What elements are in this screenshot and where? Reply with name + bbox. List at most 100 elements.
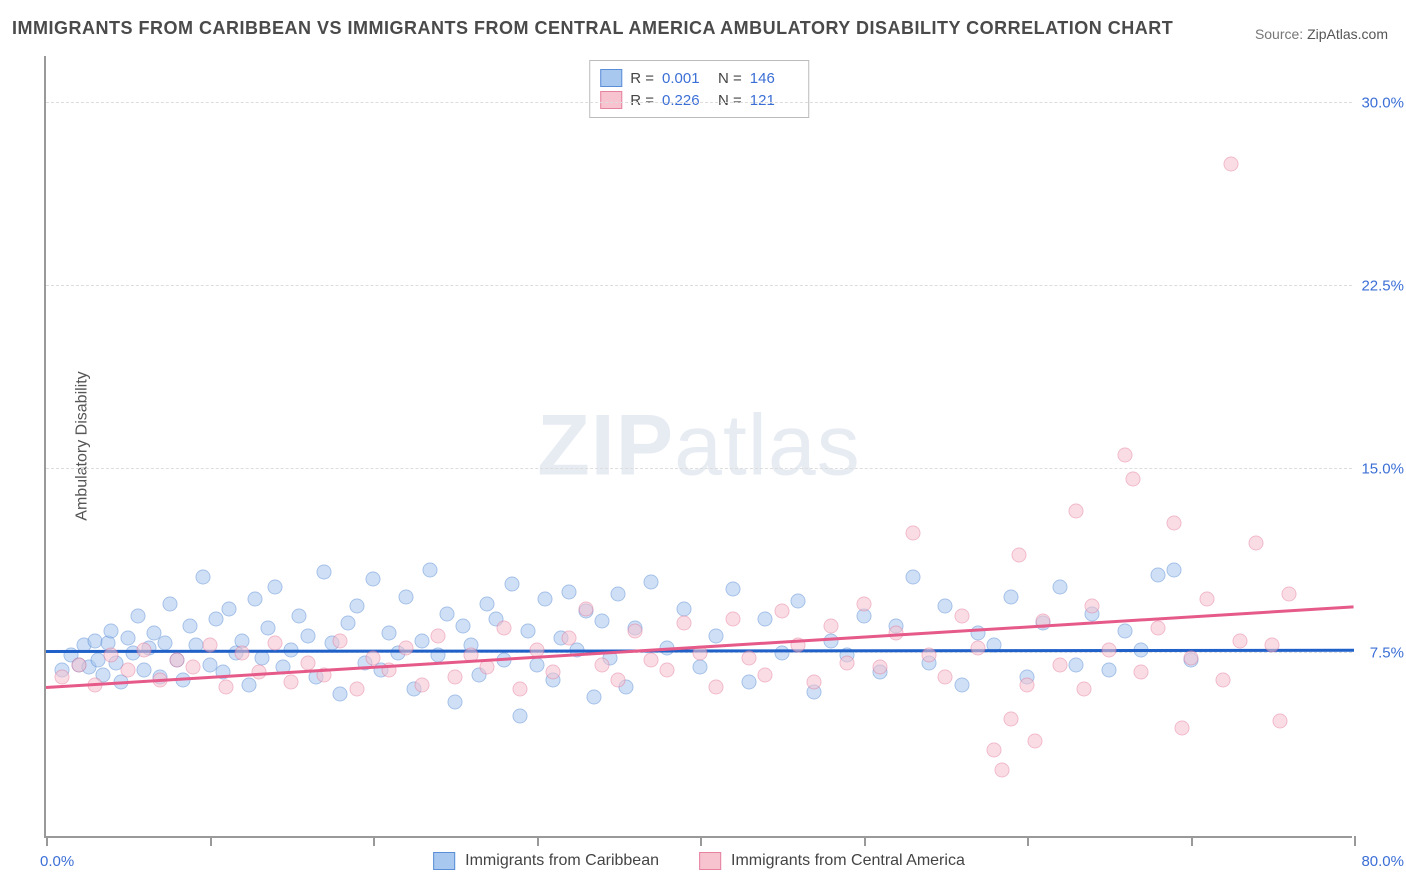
- data-point: [709, 679, 724, 694]
- data-point: [954, 609, 969, 624]
- data-point: [660, 662, 675, 677]
- data-point: [1028, 733, 1043, 748]
- data-point: [791, 594, 806, 609]
- x-tick: [210, 836, 212, 846]
- source-value: ZipAtlas.com: [1307, 26, 1388, 42]
- data-point: [578, 601, 593, 616]
- data-point: [1216, 672, 1231, 687]
- chart-container: IMMIGRANTS FROM CARIBBEAN VS IMMIGRANTS …: [0, 0, 1406, 892]
- data-point: [938, 599, 953, 614]
- data-point: [709, 628, 724, 643]
- data-point: [586, 689, 601, 704]
- data-point: [840, 655, 855, 670]
- data-point: [55, 670, 70, 685]
- data-point: [1281, 587, 1296, 602]
- data-point: [1273, 714, 1288, 729]
- data-point: [1003, 589, 1018, 604]
- data-point: [954, 677, 969, 692]
- data-point: [1224, 156, 1239, 171]
- data-point: [71, 657, 86, 672]
- data-point: [439, 606, 454, 621]
- legend-item: Immigrants from Caribbean: [433, 852, 659, 870]
- data-point: [431, 628, 446, 643]
- x-axis-min-label: 0.0%: [40, 853, 74, 870]
- source-label: Source:: [1255, 26, 1303, 42]
- data-point: [455, 618, 470, 633]
- data-point: [905, 569, 920, 584]
- data-point: [104, 648, 119, 663]
- data-point: [905, 525, 920, 540]
- data-point: [562, 584, 577, 599]
- x-tick: [373, 836, 375, 846]
- data-point: [169, 653, 184, 668]
- data-point: [423, 562, 438, 577]
- y-tick-label: 22.5%: [1361, 278, 1404, 295]
- data-point: [349, 682, 364, 697]
- swatch-icon: [600, 69, 622, 87]
- data-point: [316, 565, 331, 580]
- swatch-icon: [600, 91, 622, 109]
- legend-item: Immigrants from Central America: [699, 852, 965, 870]
- data-point: [218, 679, 233, 694]
- data-point: [643, 653, 658, 668]
- data-point: [921, 648, 936, 663]
- data-point: [758, 667, 773, 682]
- data-point: [241, 677, 256, 692]
- data-point: [758, 611, 773, 626]
- data-point: [366, 572, 381, 587]
- data-point: [725, 611, 740, 626]
- x-tick: [1354, 836, 1356, 846]
- data-point: [676, 616, 691, 631]
- data-point: [987, 743, 1002, 758]
- data-point: [774, 645, 789, 660]
- x-tick: [1191, 836, 1193, 846]
- data-point: [856, 596, 871, 611]
- data-point: [938, 670, 953, 685]
- data-point: [1003, 711, 1018, 726]
- swatch-icon: [433, 852, 455, 870]
- data-point: [1150, 621, 1165, 636]
- data-point: [627, 623, 642, 638]
- chart-title: IMMIGRANTS FROM CARIBBEAN VS IMMIGRANTS …: [12, 18, 1173, 39]
- data-point: [222, 601, 237, 616]
- y-tick-label: 30.0%: [1361, 94, 1404, 111]
- data-point: [537, 591, 552, 606]
- data-point: [1020, 677, 1035, 692]
- data-point: [480, 660, 495, 675]
- data-point: [995, 763, 1010, 778]
- data-point: [1167, 562, 1182, 577]
- data-point: [120, 631, 135, 646]
- data-point: [1134, 665, 1149, 680]
- data-point: [1232, 633, 1247, 648]
- data-point: [1069, 503, 1084, 518]
- source-attribution: Source: ZipAtlas.com: [1255, 26, 1388, 42]
- data-point: [1101, 643, 1116, 658]
- data-point: [349, 599, 364, 614]
- data-point: [1183, 650, 1198, 665]
- data-point: [366, 650, 381, 665]
- data-point: [333, 633, 348, 648]
- data-point: [182, 618, 197, 633]
- data-point: [235, 645, 250, 660]
- x-tick: [700, 836, 702, 846]
- data-point: [447, 694, 462, 709]
- data-point: [104, 623, 119, 638]
- data-point: [447, 670, 462, 685]
- data-point: [1248, 535, 1263, 550]
- data-point: [872, 660, 887, 675]
- stats-legend: R =0.001 N =146 R =0.226 N =121: [589, 60, 809, 118]
- data-point: [496, 621, 511, 636]
- x-axis-max-label: 80.0%: [1361, 853, 1404, 870]
- data-point: [1126, 472, 1141, 487]
- data-point: [1167, 516, 1182, 531]
- data-point: [1101, 662, 1116, 677]
- data-point: [415, 633, 430, 648]
- x-tick: [1027, 836, 1029, 846]
- data-point: [970, 640, 985, 655]
- data-point: [415, 677, 430, 692]
- data-point: [137, 643, 152, 658]
- data-point: [676, 601, 691, 616]
- data-point: [742, 650, 757, 665]
- data-point: [594, 613, 609, 628]
- data-point: [1077, 682, 1092, 697]
